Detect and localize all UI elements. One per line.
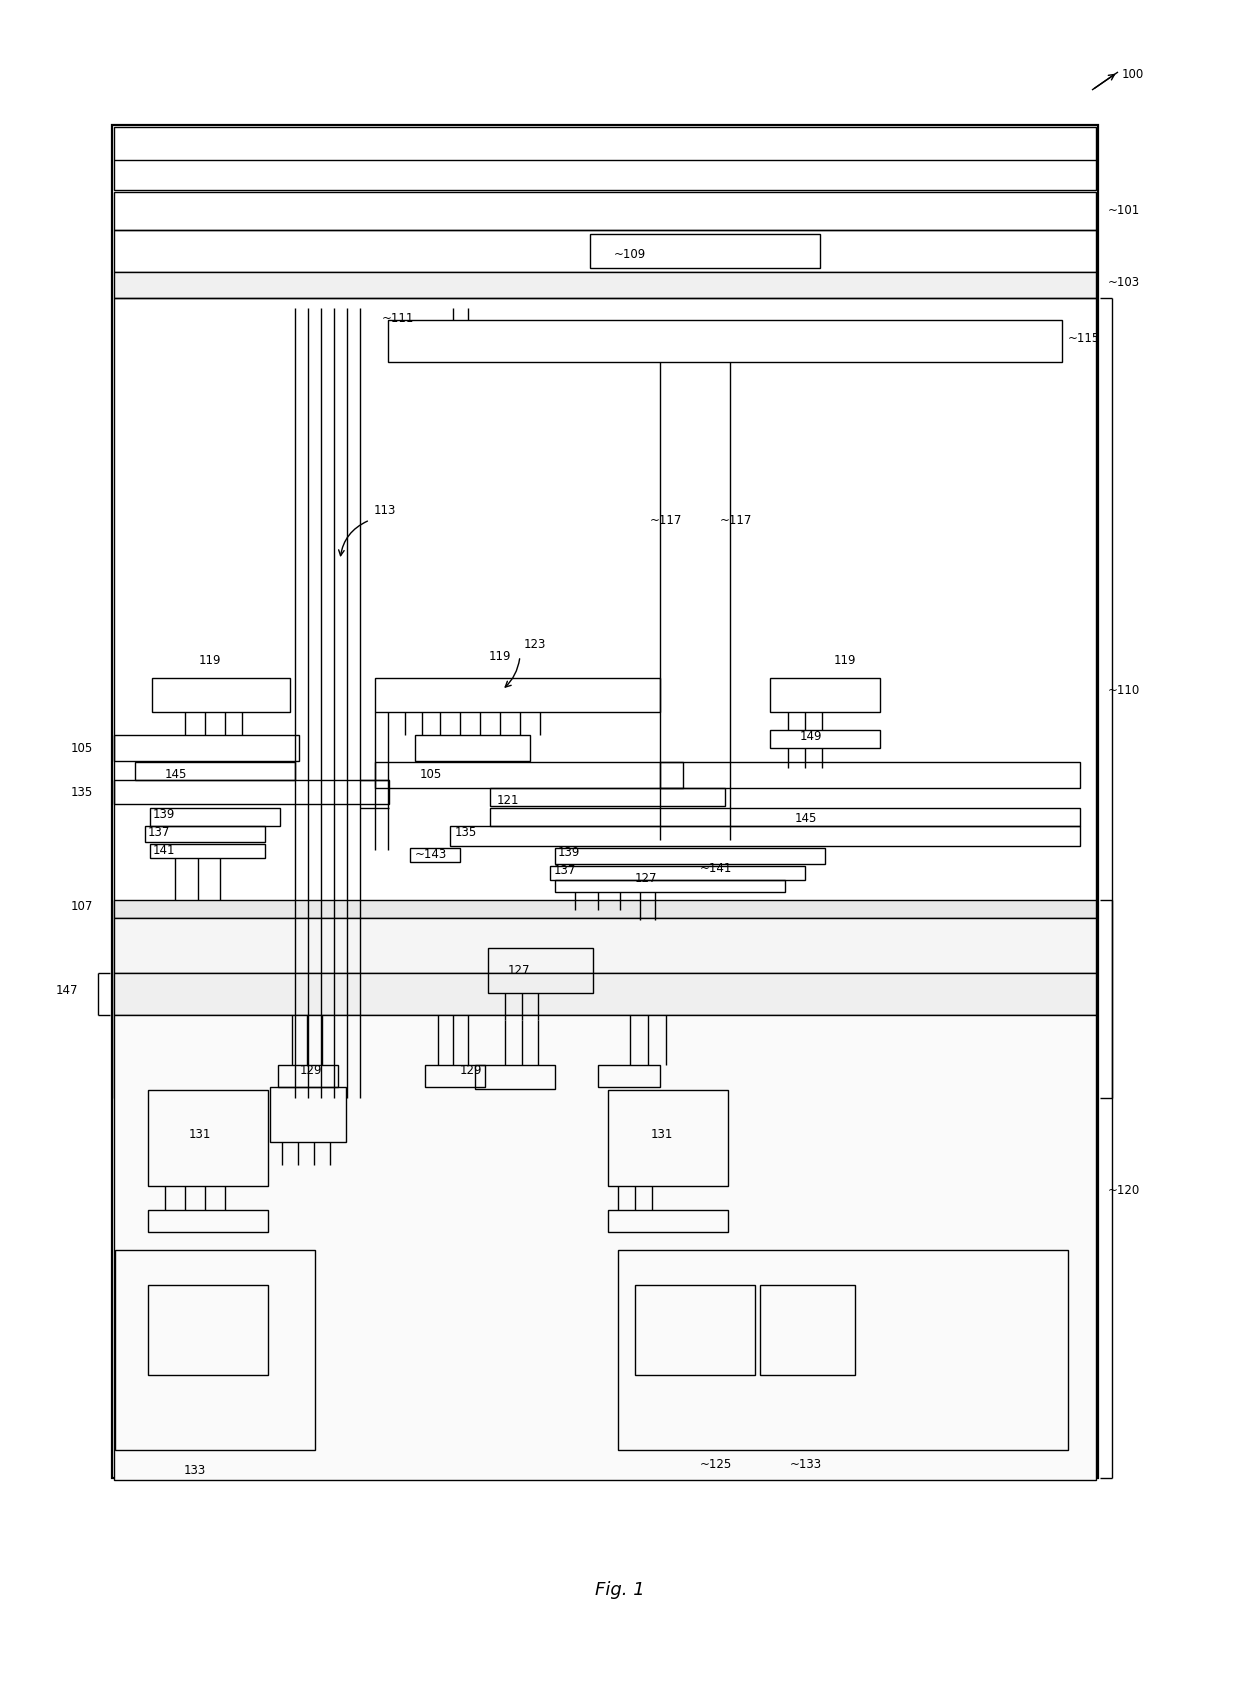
Bar — [115, 1249, 315, 1449]
Text: 129: 129 — [300, 1063, 322, 1076]
Bar — [114, 1015, 1096, 1480]
Bar — [114, 298, 1096, 1098]
Bar — [148, 1210, 268, 1232]
Text: 113: 113 — [374, 503, 397, 517]
Text: ~109: ~109 — [614, 247, 646, 261]
Bar — [410, 848, 460, 863]
Bar — [590, 234, 820, 268]
Text: ~103: ~103 — [1109, 276, 1140, 290]
Text: 137: 137 — [554, 863, 577, 876]
Text: 147: 147 — [56, 983, 78, 997]
Bar — [450, 825, 1080, 846]
Text: 127: 127 — [635, 871, 657, 885]
Text: 141: 141 — [153, 844, 176, 858]
Text: 127: 127 — [508, 963, 531, 976]
Text: ~101: ~101 — [1109, 203, 1141, 217]
Text: 129: 129 — [460, 1063, 482, 1076]
Bar — [770, 678, 880, 712]
Text: 135: 135 — [455, 825, 477, 839]
Bar — [489, 948, 593, 993]
Text: ~117: ~117 — [650, 514, 682, 527]
Bar — [618, 1249, 1068, 1449]
Text: 121: 121 — [497, 793, 520, 807]
Bar — [660, 763, 1080, 788]
Bar — [270, 1086, 346, 1142]
Bar — [490, 788, 725, 807]
Bar — [114, 973, 1096, 1015]
Bar — [114, 127, 1096, 190]
Text: Fig. 1: Fig. 1 — [595, 1581, 645, 1598]
Bar — [635, 1285, 755, 1375]
Bar — [425, 1064, 485, 1086]
Text: 119: 119 — [198, 654, 221, 666]
Bar — [114, 271, 1096, 298]
Bar — [475, 1064, 556, 1088]
Text: 145: 145 — [165, 768, 187, 781]
Text: 100: 100 — [1122, 68, 1145, 81]
Text: 105: 105 — [420, 768, 443, 781]
Bar — [114, 780, 389, 803]
Text: 137: 137 — [148, 827, 170, 839]
Bar — [770, 731, 880, 747]
Text: ~117: ~117 — [720, 514, 753, 527]
Bar — [145, 825, 265, 842]
Bar — [278, 1064, 339, 1086]
Text: 131: 131 — [651, 1129, 673, 1141]
Bar — [150, 844, 265, 858]
Bar — [148, 1285, 268, 1375]
Bar — [598, 1064, 660, 1086]
Bar — [490, 809, 1080, 825]
Bar — [556, 880, 785, 892]
Bar — [415, 736, 529, 761]
Bar — [608, 1090, 728, 1186]
Bar — [114, 192, 1096, 231]
Text: ~115: ~115 — [1068, 332, 1100, 344]
Bar — [153, 678, 290, 712]
Bar — [112, 125, 1097, 1478]
Text: 139: 139 — [153, 809, 175, 822]
Bar — [388, 320, 1061, 363]
Text: 133: 133 — [184, 1463, 206, 1476]
Text: 139: 139 — [558, 846, 580, 859]
Text: 135: 135 — [71, 786, 93, 800]
Bar — [114, 900, 1096, 919]
Text: ~125: ~125 — [701, 1458, 733, 1471]
Text: 119: 119 — [489, 649, 511, 663]
Text: ~141: ~141 — [701, 861, 733, 875]
Text: ~143: ~143 — [415, 848, 448, 861]
Bar — [135, 763, 295, 780]
Text: ~133: ~133 — [790, 1458, 822, 1471]
Text: 131: 131 — [188, 1129, 211, 1141]
Text: 149: 149 — [800, 731, 822, 744]
Text: ~110: ~110 — [1109, 683, 1141, 697]
Bar — [148, 1090, 268, 1186]
Bar — [114, 231, 1096, 271]
Text: 119: 119 — [833, 654, 857, 666]
Text: 107: 107 — [71, 900, 93, 914]
Bar — [114, 919, 1096, 973]
Bar — [551, 866, 805, 880]
Text: ~120: ~120 — [1109, 1183, 1141, 1197]
Bar — [556, 848, 825, 864]
Text: 145: 145 — [795, 812, 817, 824]
Bar — [114, 736, 299, 761]
Text: 123: 123 — [525, 637, 547, 651]
Text: 105: 105 — [71, 741, 93, 754]
Bar — [760, 1285, 856, 1375]
Bar — [150, 809, 280, 825]
Bar — [374, 763, 683, 788]
Bar — [374, 678, 660, 712]
Text: ~111: ~111 — [382, 312, 414, 324]
Bar — [608, 1210, 728, 1232]
